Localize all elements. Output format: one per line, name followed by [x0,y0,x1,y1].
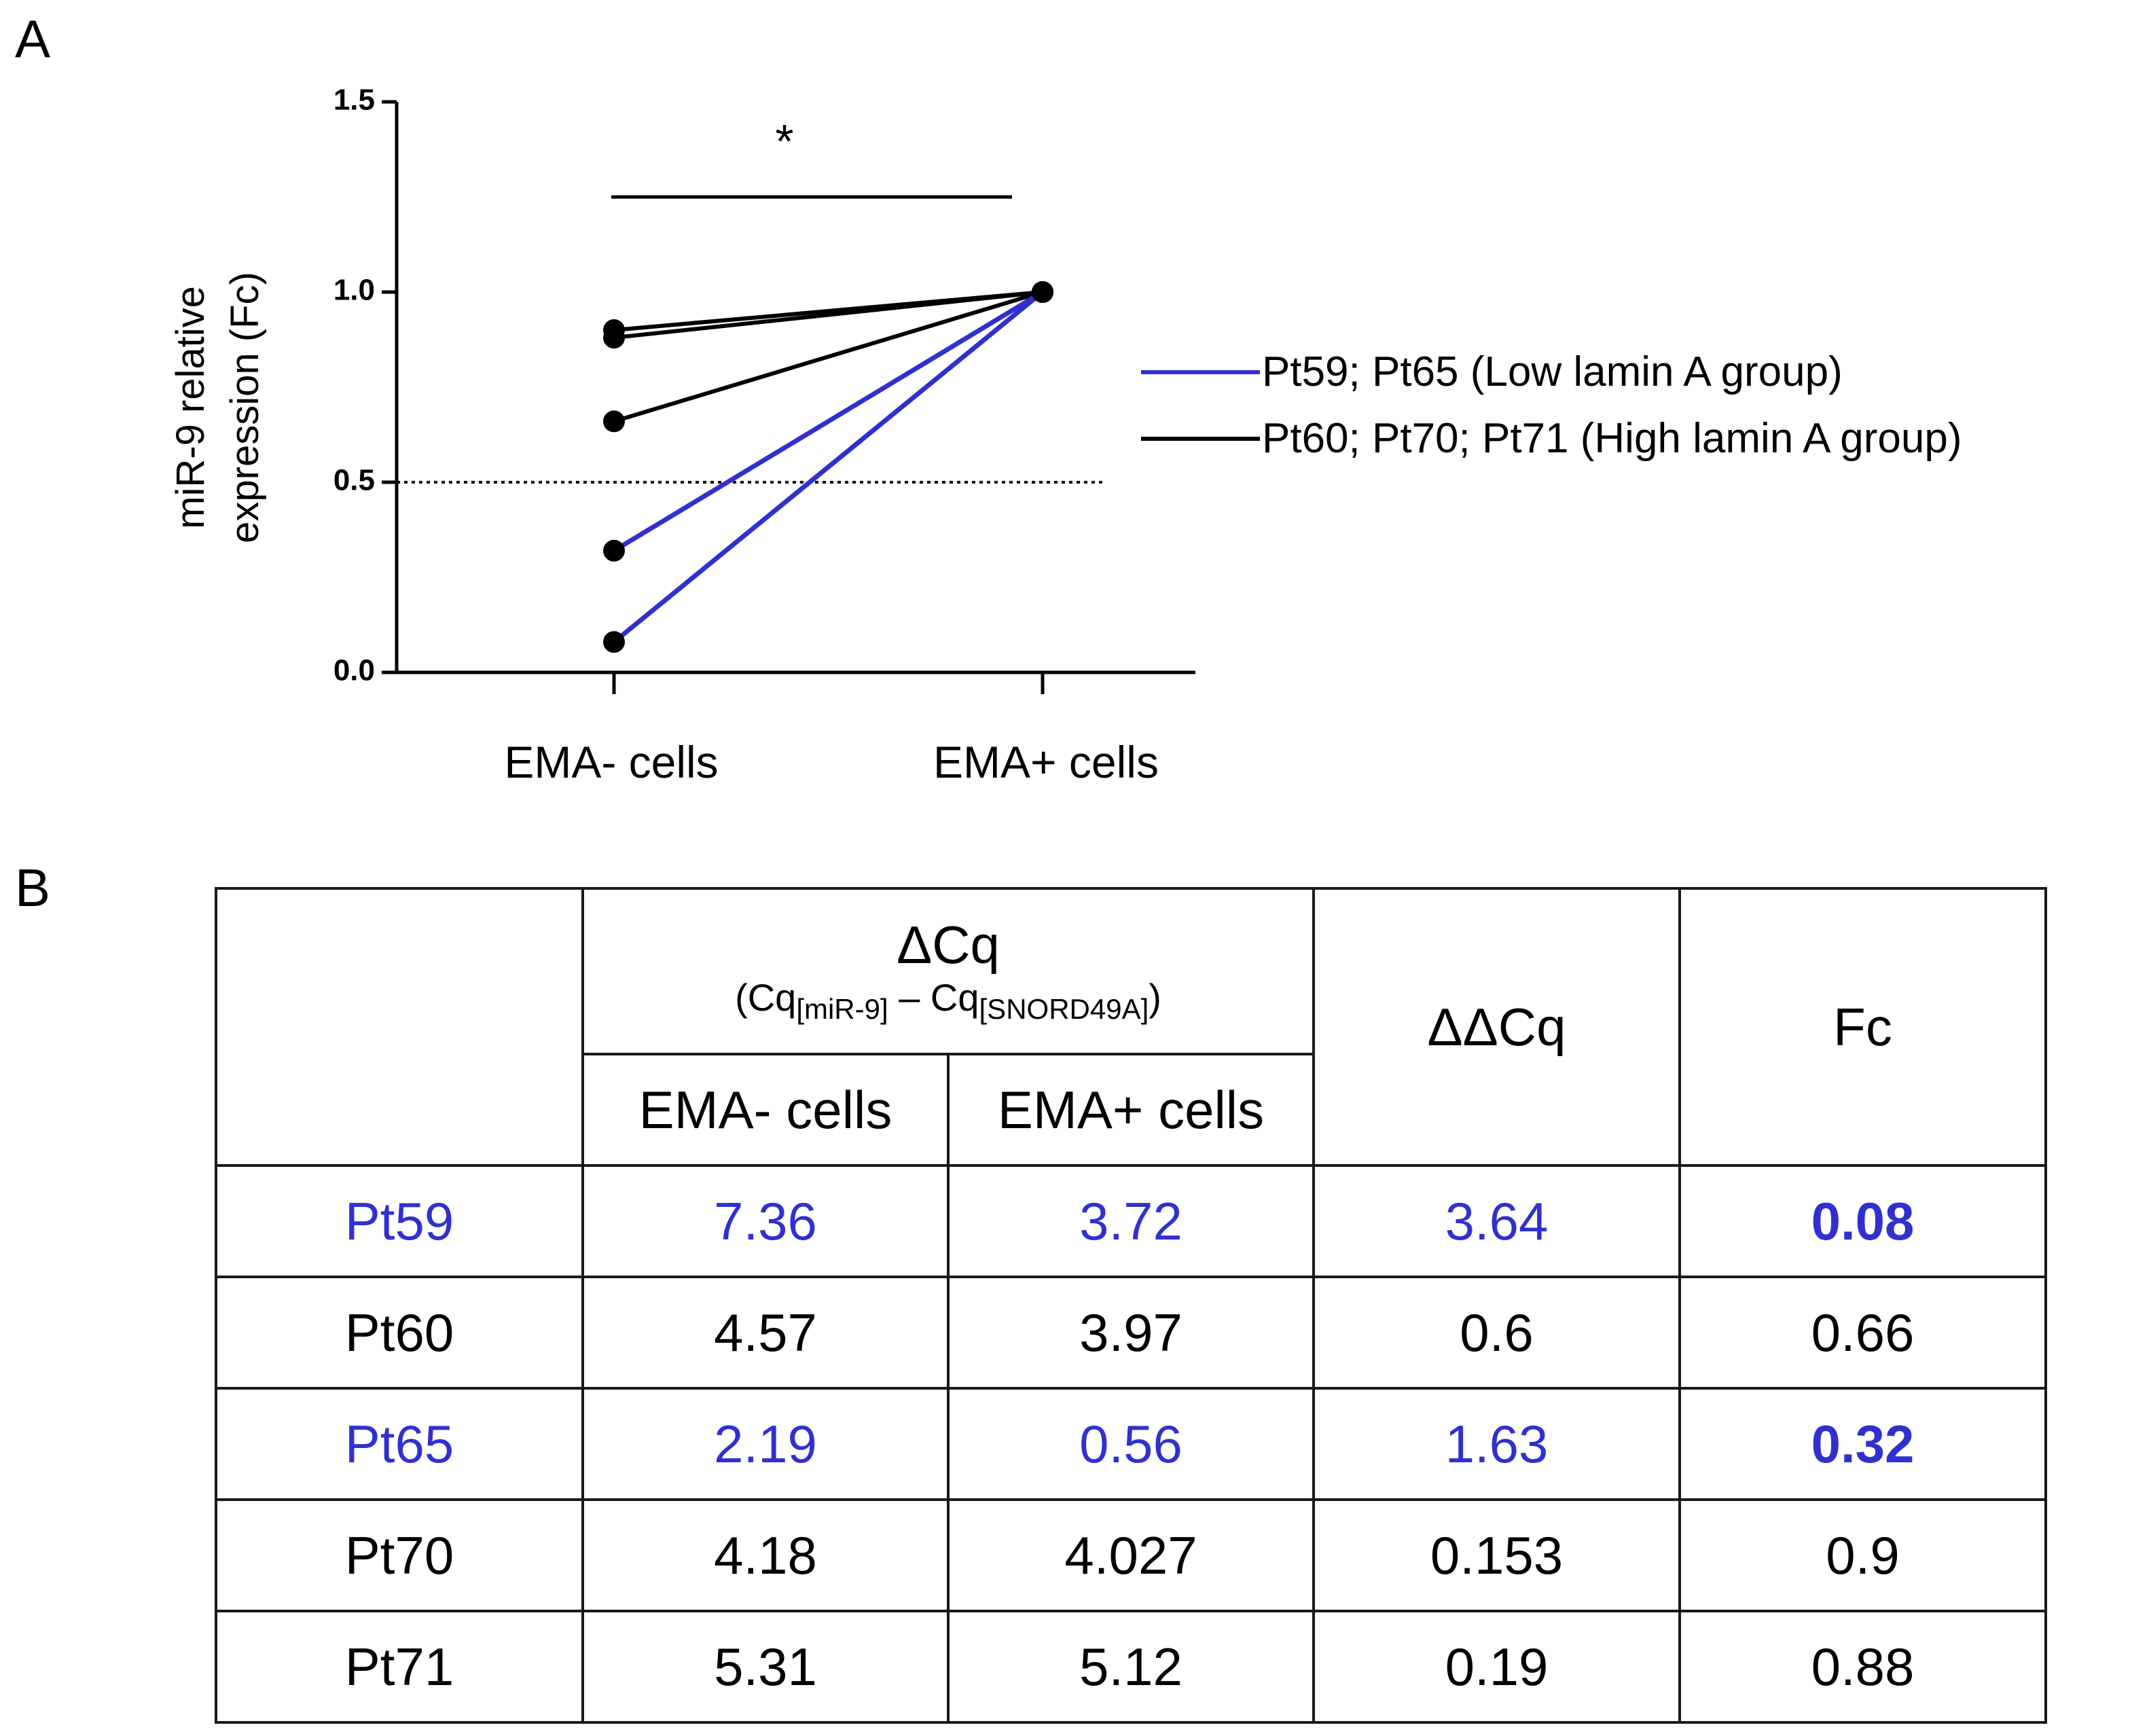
cell-ddcq: 0.19 [1312,1610,1681,1724]
header-ema-neg: EMA- cells [581,1053,950,1167]
cell-fc: 0.88 [1678,1610,2047,1724]
series-line-pt71 [613,290,1043,340]
line-chart: miR-9 relative expression (Fc) 0.0 0.5 1… [168,84,1962,787]
legend-label-high: Pt60; Pt70; Pt71 (High lamin A group) [1262,415,1962,462]
panel-label-b: B [15,858,51,918]
y-axis-label-line1: miR-9 relative [168,286,213,529]
cell-ema-neg: 5.31 [581,1610,950,1724]
cell-patient: Pt65 [215,1387,584,1501]
table-row-pt59: Pt59 7.36 3.72 3.64 0.08 [215,1164,2047,1278]
cell-ema-pos: 4.027 [947,1498,1315,1612]
y-tick-label-2: 1.0 [333,274,375,307]
data-point-pt59-ema-neg [603,631,625,653]
cell-patient: Pt70 [215,1498,584,1612]
panel-label-a: A [15,9,51,69]
cell-ema-pos: 0.56 [947,1387,1315,1501]
y-tick-label-3: 1.5 [333,84,375,117]
table-row-pt60: Pt60 4.57 3.97 0.6 0.66 [215,1276,2047,1390]
y-tick-label-0: 0.0 [333,654,375,687]
cell-ema-neg: 4.57 [581,1276,950,1390]
cell-ema-pos: 5.12 [947,1610,1315,1724]
cell-ddcq: 0.6 [1312,1276,1681,1390]
header-ema-pos: EMA+ cells [947,1053,1315,1167]
table-row-pt71: Pt71 5.31 5.12 0.19 0.88 [215,1610,2047,1724]
cell-patient: Pt71 [215,1610,584,1724]
cell-ddcq: 1.63 [1312,1387,1681,1501]
data-point-pt65-ema-neg [603,539,625,562]
y-tick-label-1: 0.5 [333,464,375,497]
header-dcq: ΔCq (Cq[miR-9] – Cq[SNORD49A]) [581,887,1315,1055]
header-fc: Fc [1678,887,2047,1167]
series-line-pt59 [612,290,1045,644]
cell-fc: 0.66 [1678,1276,2047,1390]
cell-ema-neg: 2.19 [581,1387,950,1501]
x-label-ema-neg: EMA- cells [504,737,718,787]
significance-asterisk: * [775,115,793,168]
cell-patient: Pt59 [215,1164,584,1278]
cell-fc: 0.32 [1678,1387,2047,1501]
x-label-ema-pos: EMA+ cells [933,737,1159,787]
cell-ddcq: 0.153 [1312,1498,1681,1612]
header-dcq-title: ΔCq [897,914,1000,975]
cell-ema-pos: 3.72 [947,1164,1315,1278]
cell-ddcq: 3.64 [1312,1164,1681,1278]
data-point-pt71-ema-pos [1032,281,1053,303]
table-row-pt70: Pt70 4.18 4.027 0.153 0.9 [215,1498,2047,1612]
cell-ema-pos: 3.97 [947,1276,1315,1390]
y-axis-label-line2: expression (Fc) [223,272,267,543]
cell-ema-neg: 7.36 [581,1164,950,1278]
cell-ema-neg: 4.18 [581,1498,950,1612]
cell-fc: 0.9 [1678,1498,2047,1612]
legend-label-low: Pt59; Pt65 (Low lamin A group) [1262,348,1843,395]
cell-fc: 0.08 [1678,1164,2047,1278]
data-point-pt60-ema-neg [603,410,625,433]
series-line-pt65 [613,290,1044,553]
cell-patient: Pt60 [215,1276,584,1390]
header-empty-cell [215,887,584,1167]
header-dcq-formula: (Cq[miR-9] – Cq[SNORD49A]) [735,975,1161,1025]
cq-table: ΔCq (Cq[miR-9] – Cq[SNORD49A]) ΔΔCq Fc E… [215,887,2047,1724]
series-line-pt60 [613,290,1043,424]
header-ddcq: ΔΔCq [1312,887,1681,1167]
table-row-pt65: Pt65 2.19 0.56 1.63 0.32 [215,1387,2047,1501]
data-point-pt71-ema-neg [603,327,625,349]
